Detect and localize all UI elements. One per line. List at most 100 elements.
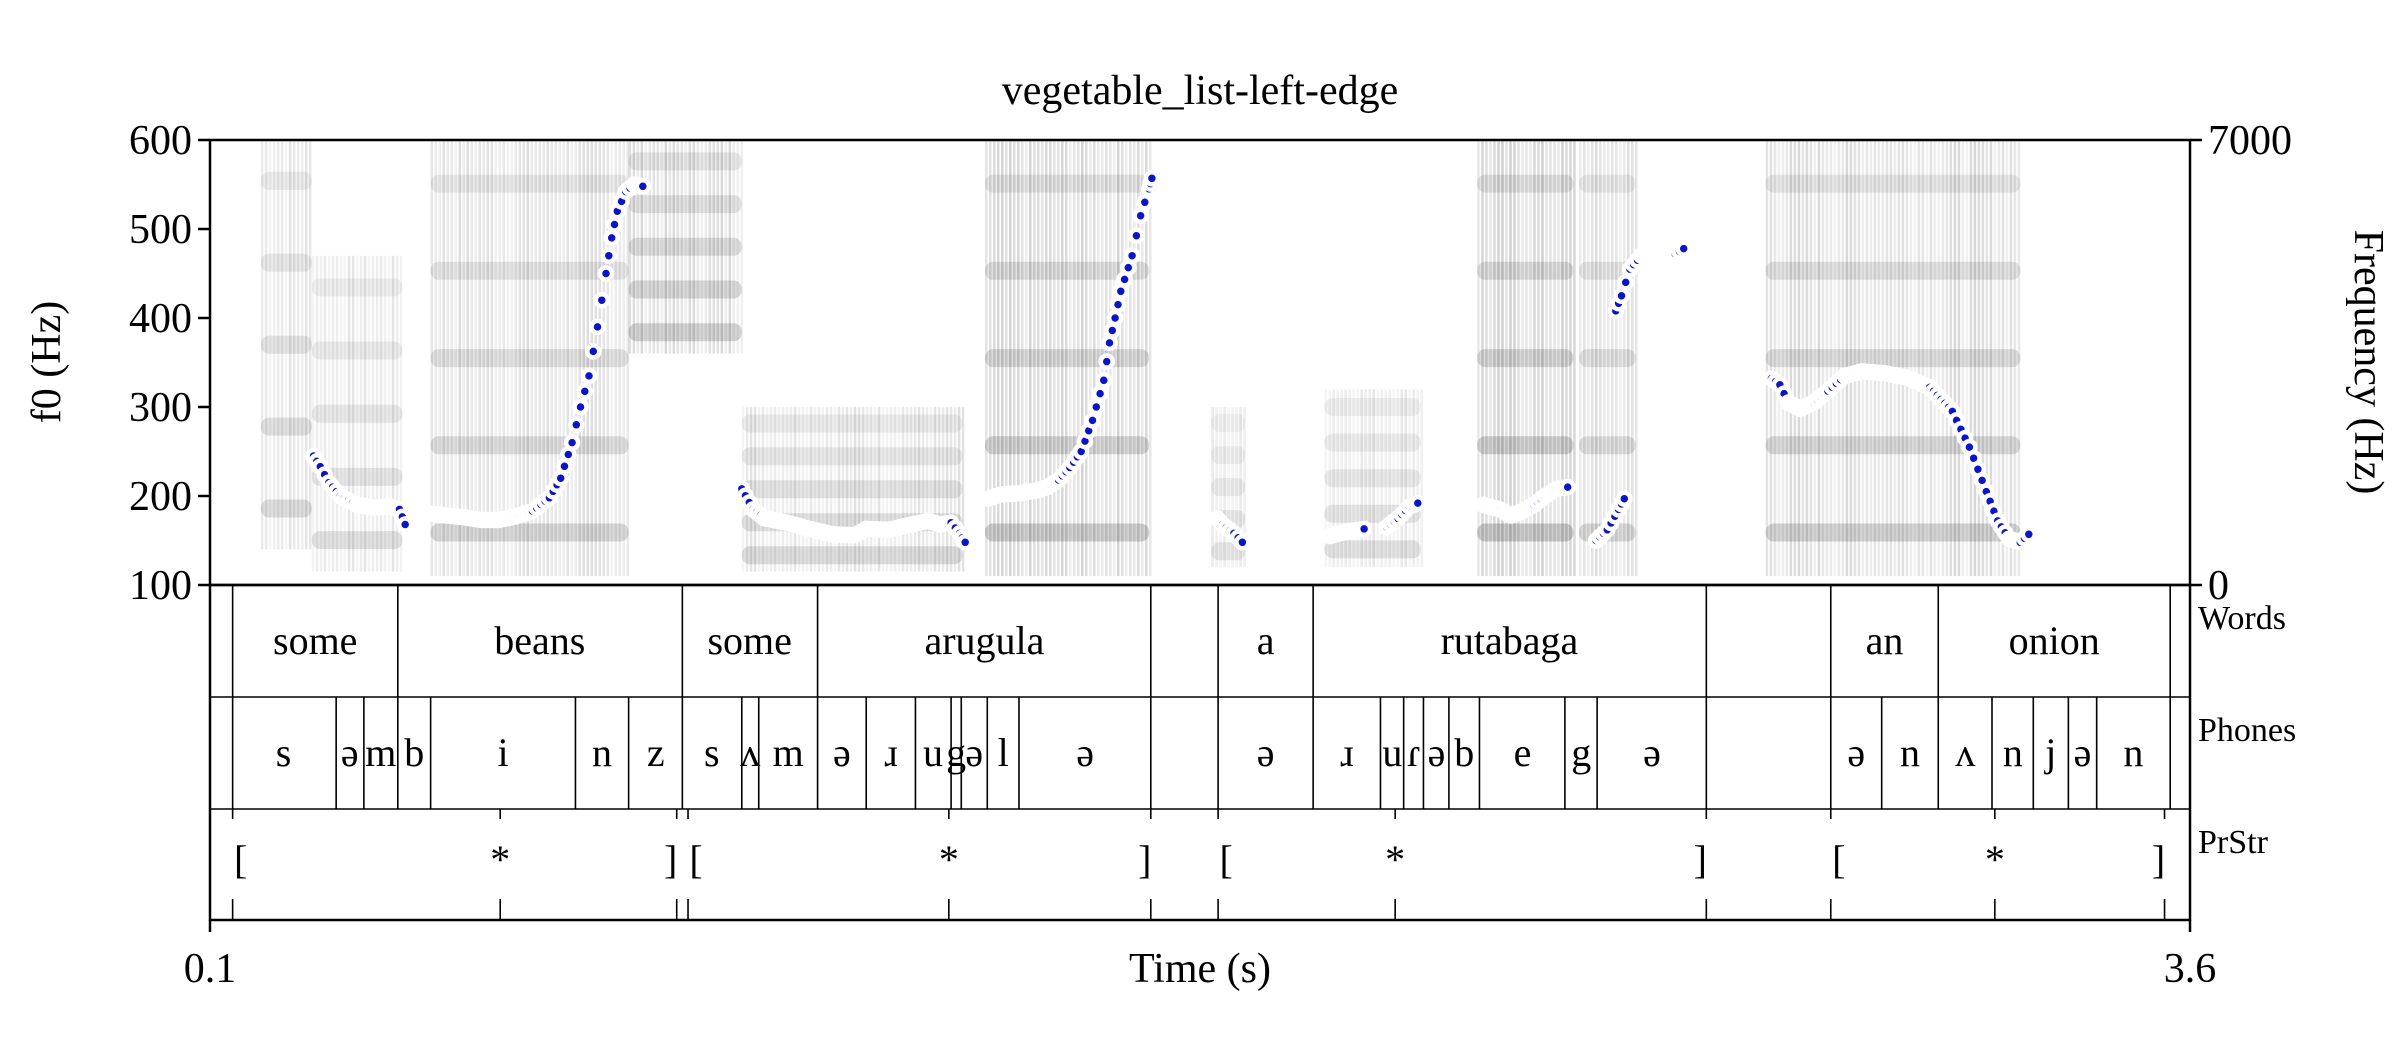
word-label: a	[1257, 618, 1275, 663]
spectrogram-striation	[1825, 140, 1829, 577]
spectrogram-striation	[1513, 140, 1516, 577]
spectrogram-striation	[889, 407, 893, 572]
spectrogram-striation	[399, 255, 403, 572]
spectrogram-striation	[1933, 140, 1937, 577]
spectrogram-striation	[1085, 140, 1088, 577]
f0-point	[585, 343, 602, 360]
spectrogram-striation	[897, 407, 901, 572]
spectrogram-striation	[1211, 407, 1214, 568]
f0-point	[606, 216, 623, 233]
word-label: onion	[2009, 618, 2100, 663]
f0-point	[1132, 207, 1149, 224]
spectrogram-striation	[841, 407, 845, 572]
spectrogram-striation	[260, 140, 264, 550]
spectrogram-striation	[1485, 140, 1488, 577]
spectrogram-striation	[1384, 389, 1387, 568]
f0-point	[1616, 490, 1633, 507]
phone-label: s	[276, 730, 292, 775]
spectrogram-striation	[470, 140, 474, 577]
spectrogram-striation	[1631, 140, 1634, 577]
spectrogram-striation	[1097, 140, 1100, 577]
spectrogram-band	[628, 237, 742, 256]
spectrogram-striation	[953, 407, 957, 572]
spectrogram-striation	[1797, 140, 1801, 577]
spectrogram-striation	[1619, 140, 1622, 577]
y-tick-label-right: 0	[2208, 563, 2229, 609]
spectrogram-striation	[813, 407, 817, 572]
spectrogram-band	[1765, 523, 2021, 542]
spectrogram-striation	[688, 140, 692, 354]
spectrogram-striation	[462, 140, 466, 577]
spectrogram-band	[985, 523, 1150, 542]
spectrogram-striation	[1837, 140, 1841, 577]
spectrogram-striation	[2001, 140, 2005, 577]
spectrogram-striation	[1013, 140, 1016, 577]
word-label: beans	[494, 618, 585, 663]
spectrogram-striation	[1324, 389, 1327, 568]
spectrogram-striation	[300, 140, 304, 550]
spectrogram-striation	[660, 140, 664, 354]
f0-point	[2020, 526, 2038, 543]
spectrogram-striation	[1977, 140, 1981, 577]
spectrogram-striation	[957, 407, 961, 572]
y-tick-label-left: 100	[129, 563, 192, 609]
spectrogram-striation	[502, 140, 506, 577]
phone-label: n	[1900, 730, 1920, 775]
textgrid-frame	[208, 583, 2192, 922]
spectrogram-striation	[1587, 140, 1590, 577]
f0-point	[1128, 227, 1145, 244]
spectrogram-striation	[339, 255, 343, 572]
spectrogram-striation	[656, 140, 660, 354]
spectrogram-striation	[1849, 140, 1853, 577]
phone-label: u	[1382, 730, 1402, 775]
spectrogram-striation	[825, 407, 829, 572]
phone-label: ɹ	[884, 730, 897, 775]
spectrogram-striation	[937, 407, 941, 572]
phone-label: u	[923, 730, 943, 775]
spectrogram-striation	[606, 140, 610, 577]
f0-point	[956, 534, 974, 551]
spectrogram-striation	[1412, 389, 1415, 568]
phone-label: ə	[833, 730, 851, 775]
spectrogram-striation	[626, 140, 630, 577]
f0-point	[568, 416, 585, 434]
spectrogram-striation	[1489, 140, 1492, 577]
spectrogram-band	[1765, 261, 2021, 280]
spectrogram-striation	[292, 140, 296, 550]
spectrogram-striation	[1235, 407, 1238, 568]
spectrogram-striation	[1889, 140, 1893, 577]
f0-point	[1088, 398, 1105, 416]
spectrogram-striation	[1965, 140, 1969, 577]
spectrogram-band	[260, 171, 312, 190]
spectrogram-band	[1765, 349, 2021, 368]
spectrogram-band	[1579, 261, 1636, 280]
prstr-point-label: ]	[1138, 837, 1151, 882]
spectrogram-striation	[288, 140, 292, 550]
spectrogram-striation	[1565, 140, 1568, 577]
phone-label: ɾ	[1407, 730, 1420, 775]
spectrogram-striation	[1881, 140, 1885, 577]
phone-label: z	[647, 730, 665, 775]
spectrogram-striation	[1017, 140, 1020, 577]
spectrogram-striation	[363, 255, 367, 572]
spectrogram-striation	[961, 407, 965, 572]
spectrogram-striation	[622, 140, 626, 577]
spectrogram-striation	[777, 407, 781, 572]
prstr-point-label: [	[1219, 837, 1232, 882]
spectrogram-striation	[1981, 140, 1985, 577]
spectrogram-band	[1211, 446, 1246, 465]
spectrogram-band	[741, 447, 963, 466]
spectrogram-striation	[1777, 140, 1781, 577]
spectrogram-band	[1477, 436, 1574, 455]
spectrogram-striation	[1057, 140, 1060, 577]
spectrogram-striation	[849, 407, 853, 572]
f0-contour	[305, 170, 2038, 551]
f0-point	[1095, 372, 1113, 389]
f0-point	[1143, 170, 1161, 187]
spectrogram-striation	[668, 140, 672, 354]
spectrogram-striation	[554, 140, 558, 577]
spectrogram-striation	[1865, 140, 1869, 577]
phone-label: ə	[341, 730, 359, 775]
spectrogram-striation	[785, 407, 789, 572]
spectrogram-striation	[1477, 140, 1480, 577]
